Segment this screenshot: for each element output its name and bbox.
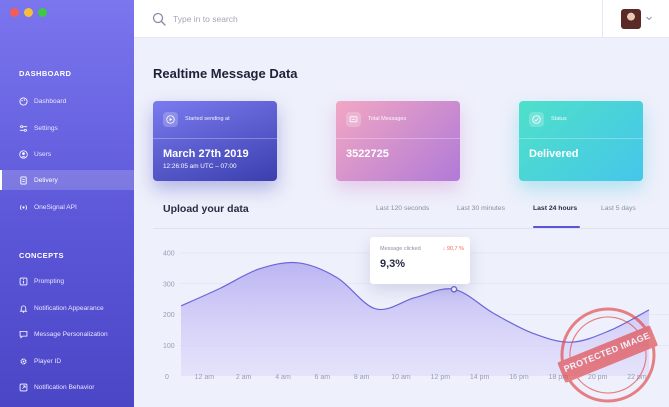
tab-last-5-days[interactable]: Last 5 days — [601, 205, 636, 212]
message-icon — [346, 112, 361, 127]
check-circle-icon — [529, 112, 544, 127]
sidebar-item-player-id[interactable]: Player ID — [0, 351, 134, 371]
status-card: Status Delivered — [519, 101, 643, 181]
sidebar-item-label: Message Personalization — [34, 330, 108, 338]
sidebar-item-prompting[interactable]: Prompting — [0, 271, 134, 291]
x-tick-label: 12 am — [195, 374, 215, 381]
palette-icon — [19, 96, 28, 106]
sidebar-item-notification-appearance[interactable]: Notification Appearance — [0, 298, 134, 318]
started-sending-card: Started sending at March 27th 2019 12:26… — [153, 101, 277, 181]
x-tick-label: 2 am — [236, 374, 252, 381]
x-tick-label: 14 pm — [470, 374, 490, 381]
x-tick-label: 4 am — [275, 374, 291, 381]
top-bar-divider — [602, 0, 603, 38]
card-label: Total Messages — [368, 116, 407, 122]
concepts-section-heading: CONCEPTS — [19, 251, 64, 260]
avatar[interactable] — [621, 9, 641, 29]
gear-icon — [19, 357, 28, 366]
sidebar-item-label: Prompting — [34, 277, 65, 285]
tabs-divider — [153, 228, 669, 229]
file-icon — [19, 175, 28, 185]
tab-last-120-seconds[interactable]: Last 120 seconds — [376, 205, 430, 212]
card-label: Status — [551, 116, 567, 122]
page-title: Realtime Message Data — [153, 66, 298, 81]
sidebar-item-delivery[interactable]: Delivery — [0, 170, 134, 190]
sidebar-item-label: Notification Appearance — [34, 304, 104, 312]
close-window-button[interactable] — [10, 8, 19, 17]
sidebar-item-label: Dashboard — [34, 97, 67, 105]
sidebar-item-dashboard[interactable]: Dashboard — [0, 91, 134, 111]
highlight-point — [450, 285, 458, 293]
card-value: March 27th 2019 — [163, 148, 249, 160]
card-label: Started sending at — [185, 116, 230, 122]
tab-last-24-hours[interactable]: Last 24 hours — [533, 205, 578, 212]
x-tick-label: 0 — [165, 374, 169, 381]
sidebar-item-label: OneSignal API — [34, 203, 77, 211]
card-value: 3522725 — [346, 148, 389, 160]
card-subtext: 12:26:05 am UTC – 07:00 — [163, 163, 237, 170]
tooltip-label: Message clicked — [380, 246, 421, 252]
sidebar-item-settings[interactable]: Settings — [0, 118, 134, 138]
bell-icon — [19, 304, 28, 313]
y-tick-label: 200 — [163, 312, 175, 319]
y-tick-label: 100 — [163, 343, 175, 350]
broadcast-icon — [19, 203, 28, 212]
sidebar: DASHBOARD Dashboard Settings Users Deliv… — [0, 0, 134, 407]
info-box-icon — [19, 277, 28, 286]
play-icon — [163, 112, 178, 127]
message-icon — [19, 330, 28, 339]
card-value: Delivered — [529, 148, 579, 160]
tooltip-value: 9,3% — [380, 258, 406, 270]
search-icon — [152, 12, 166, 26]
tab-last-30-minutes[interactable]: Last 30 minutes — [457, 205, 505, 212]
x-tick-label: 6 am — [315, 374, 331, 381]
user-icon — [19, 149, 28, 159]
chevron-down-icon[interactable] — [645, 14, 653, 22]
sidebar-item-onesignal-api[interactable]: OneSignal API — [0, 197, 134, 217]
tooltip-change: ↓ 90,7 % — [442, 246, 464, 252]
sidebar-item-notification-behavior[interactable]: Notification Behavior — [0, 377, 134, 397]
sidebar-item-label: Delivery — [34, 176, 58, 184]
y-tick-label: 300 — [163, 281, 175, 288]
dashboard-section-heading: DASHBOARD — [19, 69, 72, 78]
sidebar-item-label: Users — [34, 150, 52, 158]
sliders-icon — [19, 124, 28, 133]
sidebar-item-users[interactable]: Users — [0, 144, 134, 164]
card-divider — [153, 138, 277, 139]
x-tick-label: 10 am — [391, 374, 411, 381]
watermark-stamp: PROTECTED IMAGE — [543, 290, 669, 407]
sidebar-item-label: Notification Behavior — [34, 383, 95, 391]
active-tab-indicator — [533, 226, 580, 228]
x-tick-label: 12 pm — [431, 374, 451, 381]
card-divider — [519, 138, 643, 139]
top-bar — [134, 0, 669, 38]
card-divider — [336, 138, 460, 139]
maximize-window-button[interactable] — [38, 8, 47, 17]
window-controls — [10, 8, 47, 17]
expand-icon — [19, 383, 28, 392]
chart-tooltip: Message clicked ↓ 90,7 % 9,3% — [370, 237, 470, 284]
x-tick-label: 8 am — [354, 374, 370, 381]
y-tick-label: 400 — [163, 251, 175, 258]
upload-title: Upload your data — [163, 203, 249, 215]
sidebar-item-label: Settings — [34, 124, 58, 132]
total-messages-card: Total Messages 3522725 — [336, 101, 460, 181]
sidebar-item-message-personalization[interactable]: Message Personalization — [0, 324, 134, 344]
search-input[interactable] — [173, 11, 453, 27]
minimize-window-button[interactable] — [24, 8, 33, 17]
x-tick-label: 16 pm — [509, 374, 529, 381]
sidebar-item-label: Player ID — [34, 357, 62, 365]
